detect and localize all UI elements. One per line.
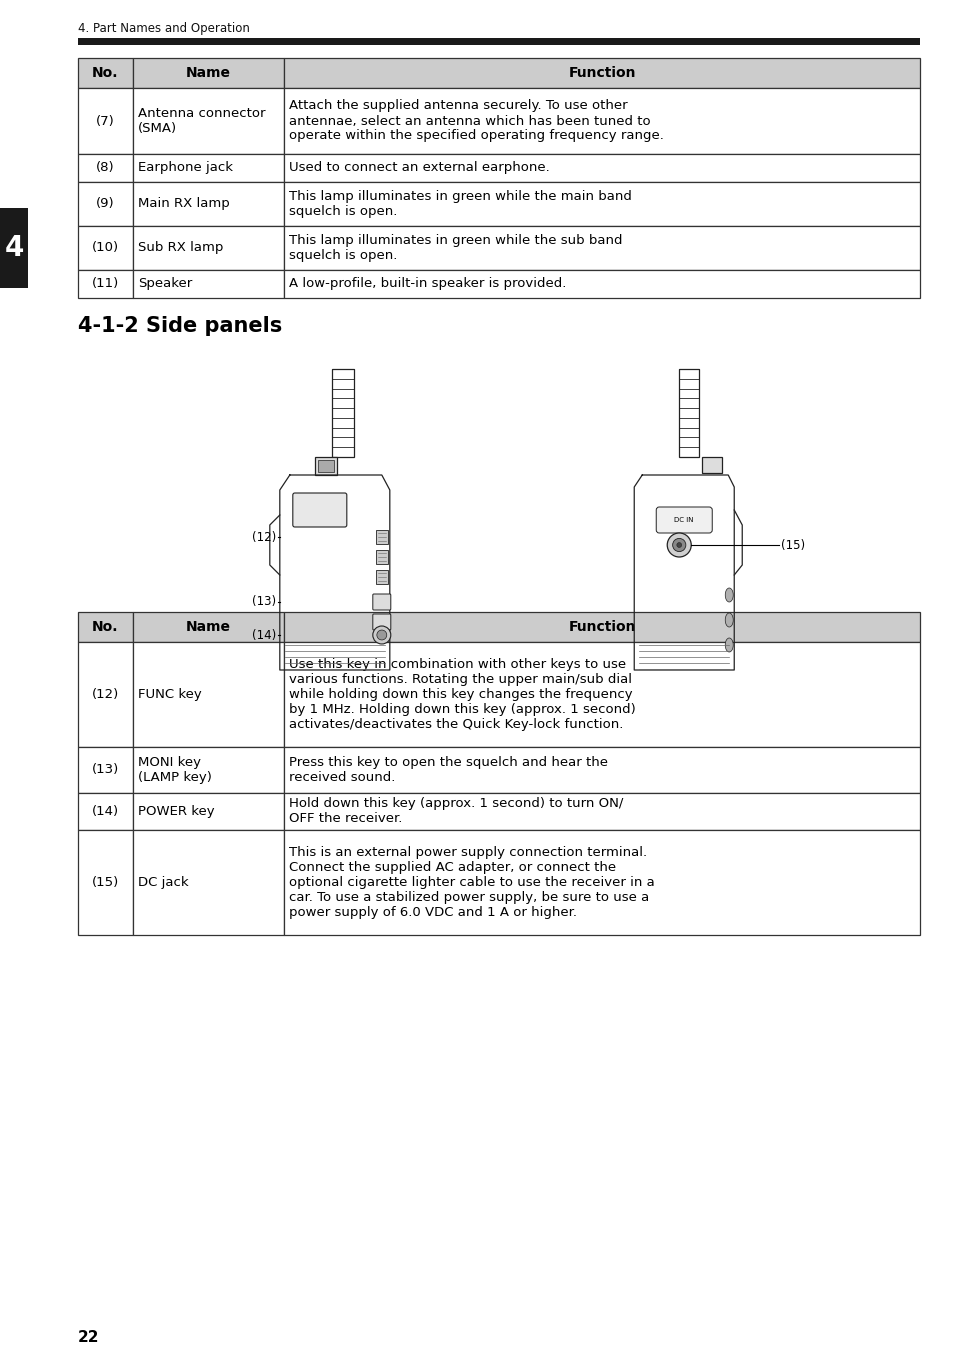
- Text: Antenna connector
(SMA): Antenna connector (SMA): [137, 107, 265, 135]
- Text: No.: No.: [92, 66, 118, 80]
- Bar: [284, 226, 919, 270]
- Text: (13): (13): [91, 764, 119, 776]
- Text: (15): (15): [91, 876, 119, 890]
- Bar: [78, 38, 919, 45]
- Text: This is an external power supply connection terminal.
Connect the supplied AC ad: This is an external power supply connect…: [289, 846, 655, 919]
- Ellipse shape: [724, 612, 733, 627]
- Text: Main RX lamp: Main RX lamp: [137, 197, 230, 211]
- Bar: [78, 830, 132, 936]
- Text: Hold down this key (approx. 1 second) to turn ON/
OFF the receiver.: Hold down this key (approx. 1 second) to…: [289, 798, 623, 826]
- Bar: [375, 571, 388, 584]
- Bar: [132, 154, 284, 183]
- Circle shape: [376, 630, 386, 639]
- Text: Function: Function: [568, 66, 636, 80]
- Bar: [132, 642, 284, 748]
- Bar: [132, 58, 284, 88]
- Circle shape: [676, 542, 681, 548]
- Text: No.: No.: [92, 621, 118, 634]
- Text: DC jack: DC jack: [137, 876, 188, 890]
- Text: MONI key
(LAMP key): MONI key (LAMP key): [137, 756, 212, 784]
- Bar: [132, 830, 284, 936]
- Text: Earphone jack: Earphone jack: [137, 161, 233, 174]
- Bar: [332, 369, 354, 457]
- Text: This lamp illuminates in green while the sub band
squelch is open.: This lamp illuminates in green while the…: [289, 234, 622, 262]
- Bar: [314, 457, 336, 475]
- Text: 4. Part Names and Operation: 4. Part Names and Operation: [78, 22, 250, 35]
- Bar: [78, 226, 132, 270]
- Text: (8): (8): [96, 161, 114, 174]
- Bar: [284, 88, 919, 154]
- Bar: [78, 88, 132, 154]
- Text: (13): (13): [252, 595, 275, 608]
- Bar: [78, 612, 132, 642]
- FancyBboxPatch shape: [373, 594, 391, 610]
- Bar: [284, 794, 919, 830]
- Bar: [132, 270, 284, 297]
- Text: (7): (7): [96, 115, 114, 127]
- Text: Used to connect an external earphone.: Used to connect an external earphone.: [289, 161, 550, 174]
- Bar: [132, 612, 284, 642]
- Bar: [132, 794, 284, 830]
- Bar: [0, 208, 28, 288]
- Text: FUNC key: FUNC key: [137, 688, 201, 700]
- Text: 4-1-2 Side panels: 4-1-2 Side panels: [78, 316, 282, 337]
- Text: Attach the supplied antenna securely. To use other
antennae, select an antenna w: Attach the supplied antenna securely. To…: [289, 100, 663, 142]
- Bar: [78, 154, 132, 183]
- Bar: [132, 88, 284, 154]
- Bar: [284, 642, 919, 748]
- Text: (15): (15): [781, 538, 804, 552]
- Bar: [284, 612, 919, 642]
- Text: DC IN: DC IN: [674, 516, 693, 523]
- Text: This lamp illuminates in green while the main band
squelch is open.: This lamp illuminates in green while the…: [289, 191, 632, 218]
- Text: (14): (14): [252, 629, 275, 641]
- Bar: [78, 748, 132, 794]
- Text: 22: 22: [78, 1330, 99, 1345]
- Text: Use this key in combination with other keys to use
various functions. Rotating t: Use this key in combination with other k…: [289, 658, 636, 731]
- Text: Speaker: Speaker: [137, 277, 192, 291]
- Text: Press this key to open the squelch and hear the
received sound.: Press this key to open the squelch and h…: [289, 756, 608, 784]
- Text: 4: 4: [5, 234, 24, 262]
- Text: (12): (12): [252, 530, 275, 544]
- Bar: [701, 457, 721, 473]
- Circle shape: [672, 538, 685, 552]
- Bar: [284, 183, 919, 226]
- Bar: [284, 154, 919, 183]
- Text: (14): (14): [91, 804, 119, 818]
- FancyBboxPatch shape: [656, 507, 712, 533]
- Bar: [679, 369, 699, 457]
- Circle shape: [666, 533, 691, 557]
- Bar: [284, 270, 919, 297]
- Text: POWER key: POWER key: [137, 804, 214, 818]
- Bar: [78, 794, 132, 830]
- FancyBboxPatch shape: [373, 614, 391, 630]
- FancyBboxPatch shape: [293, 493, 347, 527]
- Text: (11): (11): [91, 277, 119, 291]
- Text: A low-profile, built-in speaker is provided.: A low-profile, built-in speaker is provi…: [289, 277, 566, 291]
- Bar: [284, 830, 919, 936]
- Bar: [375, 550, 388, 564]
- Text: (12): (12): [91, 688, 119, 700]
- Text: Function: Function: [568, 621, 636, 634]
- Text: (9): (9): [96, 197, 114, 211]
- Text: Name: Name: [186, 621, 231, 634]
- Ellipse shape: [724, 588, 733, 602]
- Bar: [78, 642, 132, 748]
- Ellipse shape: [724, 638, 733, 652]
- Bar: [284, 58, 919, 88]
- Bar: [284, 748, 919, 794]
- Bar: [317, 460, 334, 472]
- Text: (10): (10): [91, 242, 119, 254]
- Bar: [132, 183, 284, 226]
- Bar: [375, 530, 388, 544]
- Circle shape: [373, 626, 391, 644]
- Bar: [132, 226, 284, 270]
- Bar: [78, 183, 132, 226]
- Text: Sub RX lamp: Sub RX lamp: [137, 242, 223, 254]
- Text: Name: Name: [186, 66, 231, 80]
- Bar: [78, 58, 132, 88]
- Bar: [132, 748, 284, 794]
- Bar: [78, 270, 132, 297]
